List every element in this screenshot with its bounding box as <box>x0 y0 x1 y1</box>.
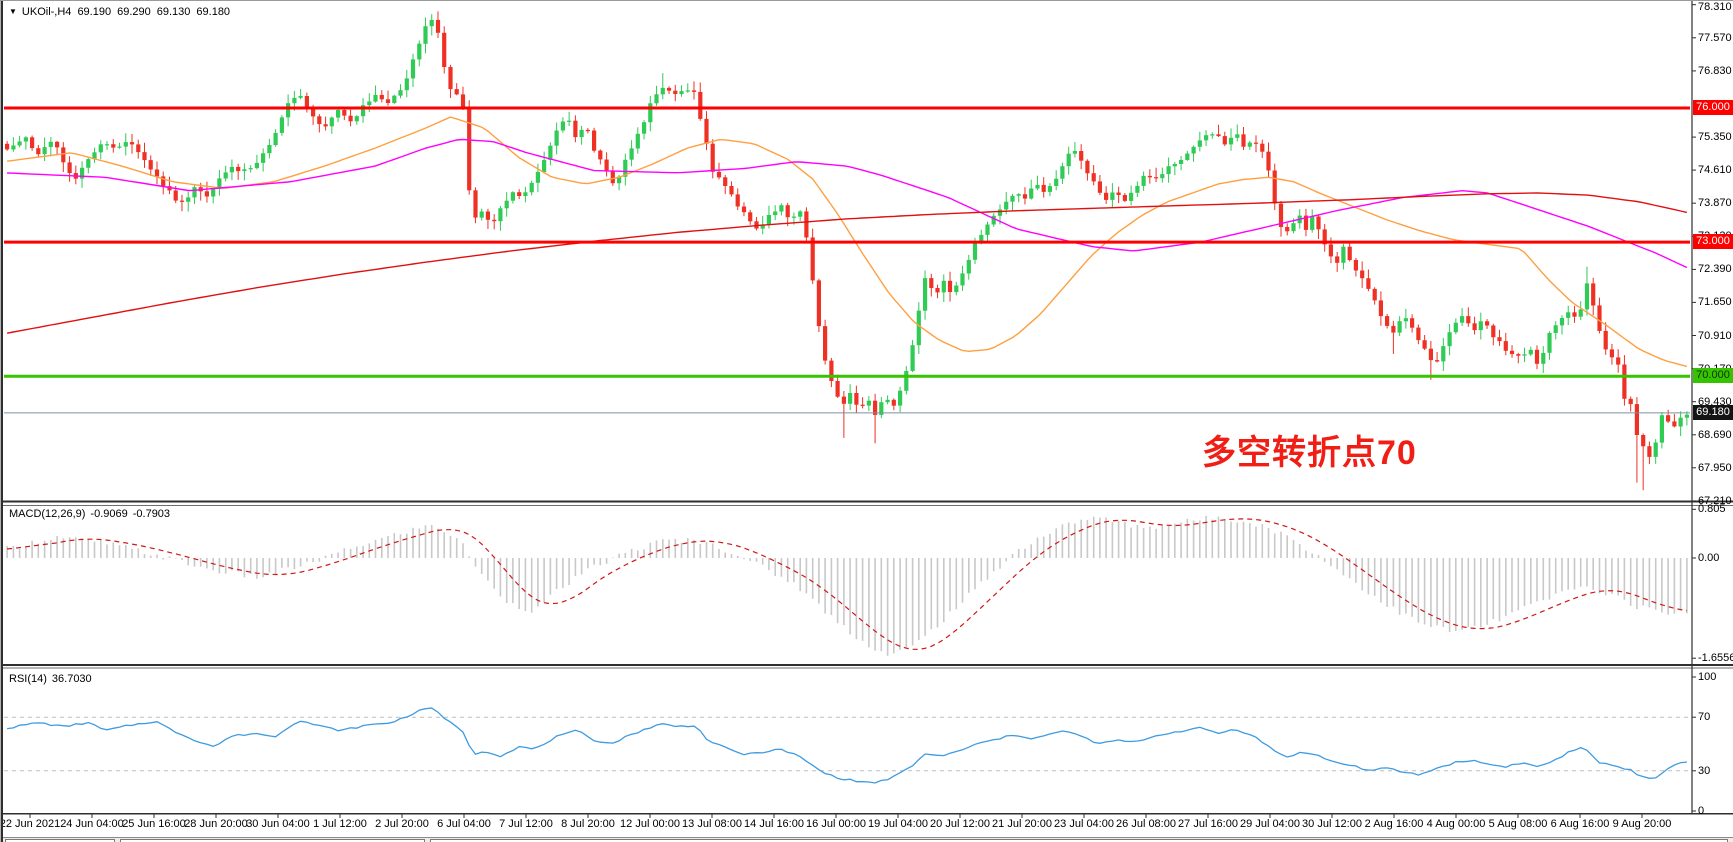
price-tick-78.310: 78.310 <box>1698 1 1732 13</box>
price-tick-74.610: 74.610 <box>1698 164 1732 177</box>
rsi-tick-0: 0 <box>1698 805 1705 817</box>
rsi-tick-100: 100 <box>1698 671 1717 683</box>
date-tick-16: 20 Jul 12:00 <box>930 818 990 830</box>
price-level-badge-73.000: 73.000 <box>1693 234 1733 250</box>
price-tick-73.870: 73.870 <box>1698 197 1732 210</box>
MA-medium-magenta <box>7 138 1688 269</box>
chart-tab-stub-1[interactable] <box>5 839 115 842</box>
price-level-badge-69.180: 69.180 <box>1693 404 1733 420</box>
price-tick-67.210: 67.210 <box>1698 494 1732 507</box>
quote-open: 69.190 <box>77 6 112 18</box>
date-tick-15: 19 Jul 04:00 <box>868 818 928 830</box>
date-tick-10: 8 Jul 20:00 <box>561 818 615 830</box>
date-tick-23: 2 Aug 16:00 <box>1364 818 1424 830</box>
quote-low: 69.130 <box>156 6 191 18</box>
date-tick-7: 2 Jul 20:00 <box>375 818 429 830</box>
date-tick-1: 22 Jun 2021 <box>0 818 61 830</box>
chart-tab-stub-3[interactable] <box>430 839 1728 842</box>
rsi-name: RSI(14) <box>9 673 47 685</box>
chart-text-annotation: 多空转折点70 <box>1202 434 1417 472</box>
price-tick-76.830: 76.830 <box>1698 64 1732 77</box>
date-tick-27: 9 Aug 20:00 <box>1612 818 1672 830</box>
panel-frame <box>0 1 1733 818</box>
macd-main-value: -0.9069 <box>90 508 128 520</box>
date-tick-24: 4 Aug 00:00 <box>1426 818 1486 830</box>
macd-tick-0.805: 0.805 <box>1698 503 1726 516</box>
date-tick-6: 1 Jul 12:00 <box>313 818 367 830</box>
date-tick-26: 6 Aug 16:00 <box>1550 818 1610 830</box>
quote-high: 69.290 <box>117 6 151 18</box>
quote-bar: ▼ UKOil-,H4 69.190 69.290 69.130 69.180 <box>9 6 230 18</box>
price-tick-68.690: 68.690 <box>1698 428 1732 441</box>
moving-averages <box>6 116 1688 368</box>
MA-slow-red <box>6 192 1688 334</box>
macd-histogram <box>6 515 1688 656</box>
date-tick-18: 23 Jul 04:00 <box>1054 818 1114 830</box>
date-tick-9: 7 Jul 12:00 <box>499 818 553 830</box>
date-tick-13: 14 Jul 16:00 <box>744 818 804 830</box>
date-tick-3: 25 Jun 16:00 <box>122 818 186 830</box>
price-level-badge-70.000: 70.000 <box>1693 368 1733 384</box>
price-levels <box>4 106 1690 414</box>
price-tick-67.950: 67.950 <box>1698 461 1732 474</box>
symbol-timeframe-label: UKOil-,H4 <box>21 6 72 18</box>
macd-name: MACD(12,26,9) <box>9 508 86 520</box>
collapse-arrow-icon[interactable]: ▼ <box>9 7 17 16</box>
date-tick-25: 5 Aug 08:00 <box>1488 818 1548 830</box>
price-tick-77.570: 77.570 <box>1698 31 1732 44</box>
chart-tab-stub-2[interactable] <box>120 839 425 842</box>
date-tick-8: 6 Jul 04:00 <box>437 818 491 830</box>
price-tick-70.910: 70.910 <box>1698 329 1732 342</box>
date-tick-22: 30 Jul 12:00 <box>1302 818 1362 830</box>
date-tick-19: 26 Jul 08:00 <box>1116 818 1176 830</box>
macd-signal-line <box>7 518 1688 650</box>
rsi-indicator-label: RSI(14) 36.7030 <box>9 673 92 685</box>
date-tick-5: 30 Jun 04:00 <box>246 818 310 830</box>
price-tick-71.650: 71.650 <box>1698 296 1732 309</box>
rsi-tick-30: 30 <box>1698 764 1711 777</box>
date-tick-20: 27 Jul 16:00 <box>1178 818 1238 830</box>
date-tick-2: 24 Jun 04:00 <box>60 818 124 830</box>
rsi-tick-70: 70 <box>1698 711 1711 724</box>
date-tick-11: 12 Jul 00:00 <box>620 818 680 830</box>
price-level-badge-76.000: 76.000 <box>1693 100 1733 115</box>
price-tick-69.430: 69.430 <box>1698 395 1732 408</box>
macd-tick--1.6556: -1.6556 <box>1698 652 1733 665</box>
window-left-border <box>0 1 3 842</box>
price-tick-72.390: 72.390 <box>1698 263 1732 276</box>
price-tick-75.350: 75.350 <box>1698 131 1732 144</box>
date-tick-17: 21 Jul 20:00 <box>992 818 1052 830</box>
date-tick-12: 13 Jul 08:00 <box>682 818 742 830</box>
candlestick-series <box>5 11 1689 491</box>
macd-signal-value: -0.7903 <box>132 508 171 520</box>
MA-fast-orange <box>7 116 1688 368</box>
rsi-line <box>7 707 1687 784</box>
macd-indicator-label: MACD(12,26,9) -0.9069 -0.7903 <box>9 508 170 520</box>
rsi-value: 36.7030 <box>51 673 92 685</box>
date-tick-4: 28 Jun 20:00 <box>184 818 248 830</box>
macd-tick-0.00: 0.00 <box>1698 552 1720 564</box>
date-tick-14: 16 Jul 00:00 <box>806 818 866 830</box>
quote-close: 69.180 <box>196 6 231 18</box>
date-tick-21: 29 Jul 04:00 <box>1240 818 1300 830</box>
